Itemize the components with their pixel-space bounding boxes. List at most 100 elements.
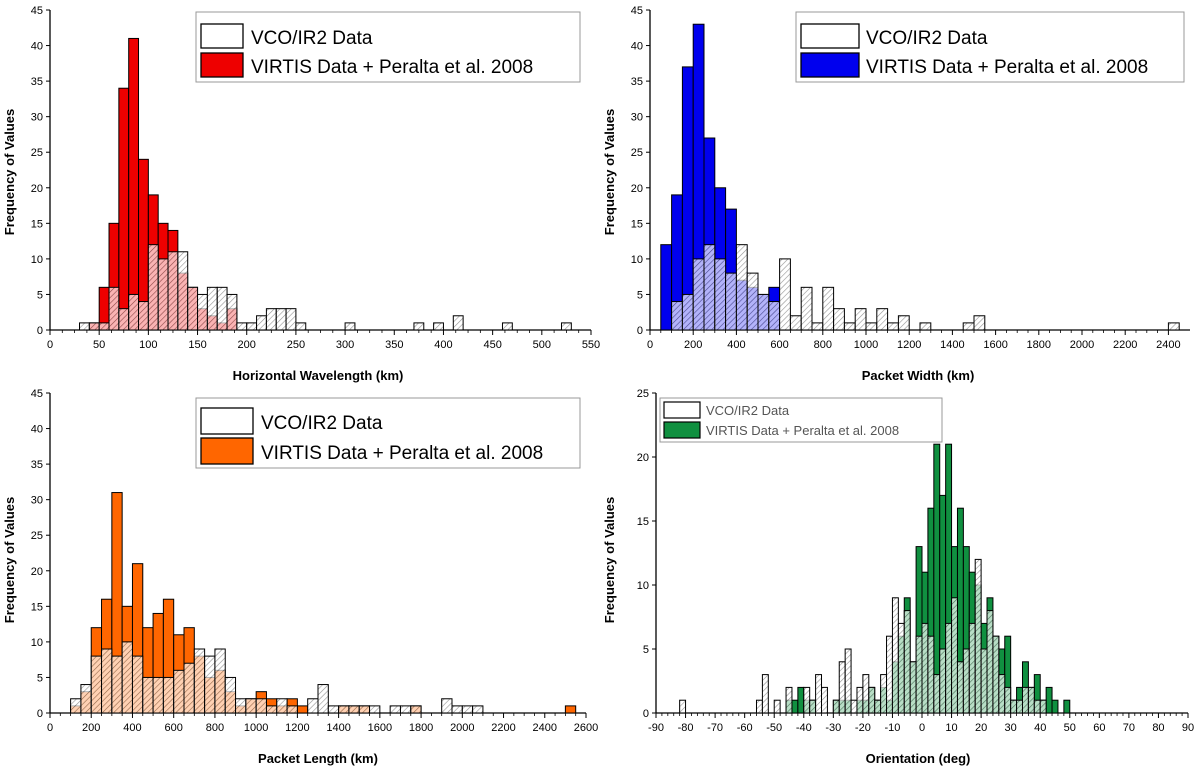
- or-legend-label-vco: VCO/IR2 Data: [706, 403, 790, 418]
- hw-x-tick-label: 450: [483, 339, 501, 351]
- pl-bar-virtis: [296, 705, 309, 714]
- hw-bar-vco: [265, 308, 277, 331]
- pw-y-axis-label: Frequency of Values: [602, 109, 617, 235]
- hw-x-tick-label: 300: [336, 339, 354, 351]
- pl-x-tick-label: 800: [206, 722, 224, 734]
- pl-bar-vco: [173, 669, 185, 714]
- pl-y-tick-label: 10: [31, 637, 43, 649]
- pl-x-tick-label: 1200: [285, 722, 309, 734]
- panel-packet-width: 0 5 10 15 20 25 30 35 40 45 0 200 400 600 800 1000 1200 1…: [602, 5, 1190, 383]
- or-legend-swatch-vco: [663, 401, 701, 419]
- pw-y-tick-label: 25: [631, 147, 643, 159]
- or-bar-vco: [856, 686, 864, 714]
- pw-y-tick-label: 0: [637, 325, 643, 337]
- pw-legend-swatch-vco: [800, 23, 860, 49]
- pw-bar-vco: [768, 301, 781, 331]
- pl-bar-vco: [111, 655, 123, 714]
- pl-x-tick-label: 1800: [409, 722, 433, 734]
- or-x-tick-label: 70: [1123, 722, 1135, 734]
- panel-orientation: 0 5 10 15 20 25 -90 -80 -70 -60 -50 -40 -30 -20 -10 0 10…: [602, 388, 1194, 766]
- hw-bar-vco: [344, 322, 356, 331]
- pl-bar-vco: [451, 705, 463, 714]
- pl-bar-vco: [131, 655, 144, 714]
- pl-legend-swatch-vco: [200, 407, 254, 435]
- pw-bar-vco: [854, 308, 867, 331]
- pl-bar-vco: [121, 641, 133, 714]
- or-bar-vco: [755, 699, 763, 714]
- or-x-tick-label: -30: [825, 722, 841, 734]
- pl-bar-vco: [327, 705, 340, 714]
- hw-legend-swatch-vco: [200, 23, 244, 49]
- pl-bar-vco: [193, 648, 206, 714]
- or-bar-vco: [915, 635, 923, 714]
- hw-bar-virtis: [118, 87, 130, 331]
- pl-bar-vco: [276, 698, 288, 714]
- or-x-tick-label: 60: [1093, 722, 1105, 734]
- or-x-axis-label: Orientation (deg): [866, 751, 971, 766]
- or-x-tick-label: 20: [975, 722, 987, 734]
- hw-y-axis-label: Frequency of Values: [2, 109, 17, 235]
- pl-y-tick-label: 20: [31, 566, 43, 578]
- hw-x-tick-label: 350: [385, 339, 403, 351]
- or-bar-vco: [974, 558, 982, 714]
- or-x-tick-label: -70: [707, 722, 723, 734]
- or-bar-vco: [809, 699, 817, 714]
- or-bar-vco: [815, 674, 823, 714]
- or-bar-vco: [850, 699, 858, 714]
- or-bar-vco: [868, 686, 876, 714]
- pw-bar-vco: [962, 322, 975, 331]
- pl-y-tick-label: 45: [31, 388, 43, 400]
- or-x-tick-label: 80: [1152, 722, 1164, 734]
- pw-bar-vco: [887, 322, 899, 331]
- pw-y-tick-label: 5: [637, 289, 643, 301]
- hw-bar-vco: [413, 322, 425, 331]
- hw-bar-vco: [98, 322, 110, 331]
- hw-y-tick-label: 10: [31, 254, 43, 266]
- hw-y-tick-label: 45: [31, 5, 43, 17]
- pl-bar-vco: [389, 705, 401, 714]
- hw-x-tick-label: 400: [434, 339, 452, 351]
- hw-y-tick-label: 40: [31, 41, 43, 53]
- or-bar-vco: [927, 635, 935, 714]
- pw-y-tick-label: 35: [631, 76, 643, 88]
- hw-x-tick-label: 500: [533, 339, 551, 351]
- pl-y-tick-label: 35: [31, 459, 43, 471]
- or-bar-vco: [968, 622, 976, 714]
- pw-x-tick-label: 1800: [1027, 339, 1051, 351]
- pl-bar-vco: [358, 705, 371, 714]
- hw-x-tick-label: 250: [287, 339, 305, 351]
- pw-bar-vco: [843, 322, 856, 331]
- or-bar-vco: [773, 699, 781, 714]
- hw-legend-label-vco: VCO/IR2 Data: [251, 28, 373, 49]
- pl-x-tick-label: 1400: [326, 722, 350, 734]
- hw-bar-virtis: [128, 37, 140, 331]
- pw-x-tick-label: 1200: [897, 339, 921, 351]
- or-x-tick-label: -20: [855, 722, 871, 734]
- pw-bar-vco: [876, 308, 889, 331]
- pw-legend: VCO/IR2 Data VIRTIS Data + Peralta et al…: [795, 11, 1185, 83]
- hw-legend-label-virtis: VIRTIS Data + Peralta et al. 2008: [251, 57, 533, 78]
- pl-y-tick-label: 5: [37, 672, 43, 684]
- pw-x-tick-label: 1600: [983, 339, 1007, 351]
- pw-bar-vco: [681, 293, 694, 331]
- pw-legend-box: [795, 11, 1185, 83]
- or-bar-vco: [945, 622, 953, 714]
- pw-bar-vco: [919, 322, 932, 331]
- or-x-tick-label: -80: [678, 722, 694, 734]
- pl-y-tick-label: 30: [31, 495, 43, 507]
- hw-bar-vco: [128, 293, 140, 331]
- pw-y-tick-label: 40: [631, 41, 643, 53]
- or-bar-vco: [1039, 699, 1047, 714]
- hw-x-tick-label: 550: [582, 339, 600, 351]
- hw-bar-vco: [187, 286, 199, 331]
- pl-plot-area: 0 5 10 15 20 25 30 35 40 45 0 200 400 600 800 1000 1200 1…: [31, 388, 598, 734]
- or-y-axis-label: Frequency of Values: [602, 497, 617, 623]
- or-legend-box: [659, 397, 943, 443]
- or-bar-vco: [951, 597, 958, 714]
- pw-bar-vco: [703, 244, 716, 331]
- pl-x-tick-label: 2600: [574, 722, 598, 734]
- pl-bar-vco: [162, 676, 175, 714]
- hw-bar-vco: [236, 322, 248, 331]
- hw-legend-swatch-virtis: [200, 52, 244, 78]
- or-legend-label-virtis: VIRTIS Data + Peralta et al. 2008: [706, 423, 899, 438]
